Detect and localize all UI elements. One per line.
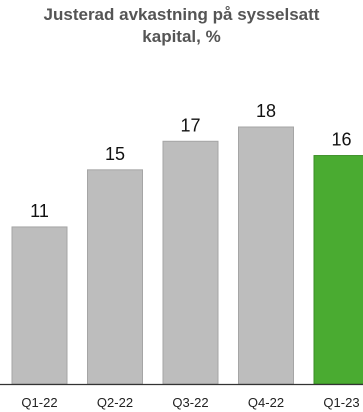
tick-label-q2-22: Q2-22 xyxy=(97,395,133,410)
tick-label-q1-22: Q1-22 xyxy=(21,395,57,410)
tick-label-q1-23: Q1-23 xyxy=(323,395,359,410)
value-label-q2-22: 15 xyxy=(105,144,125,164)
value-label-q4-22: 18 xyxy=(256,101,276,121)
chart-title-line-1: Justerad avkastning på sysselsatt xyxy=(43,5,320,24)
tick-label-q4-22: Q4-22 xyxy=(248,395,284,410)
bar-q4-22 xyxy=(238,126,294,385)
value-label-q1-23: 16 xyxy=(331,130,351,150)
bar-q2-22 xyxy=(87,169,143,385)
bar-q1-22 xyxy=(11,226,68,385)
bar-q1-23 xyxy=(313,155,363,385)
chart-title: Justerad avkastning på sysselsatt kapita… xyxy=(0,4,363,48)
chart-title-line-2: kapital, % xyxy=(142,27,221,46)
value-label-q1-22: 11 xyxy=(30,201,49,221)
value-label-q3-22: 17 xyxy=(180,115,200,135)
bar-q3-22 xyxy=(162,140,219,385)
tick-label-q3-22: Q3-22 xyxy=(172,395,208,410)
